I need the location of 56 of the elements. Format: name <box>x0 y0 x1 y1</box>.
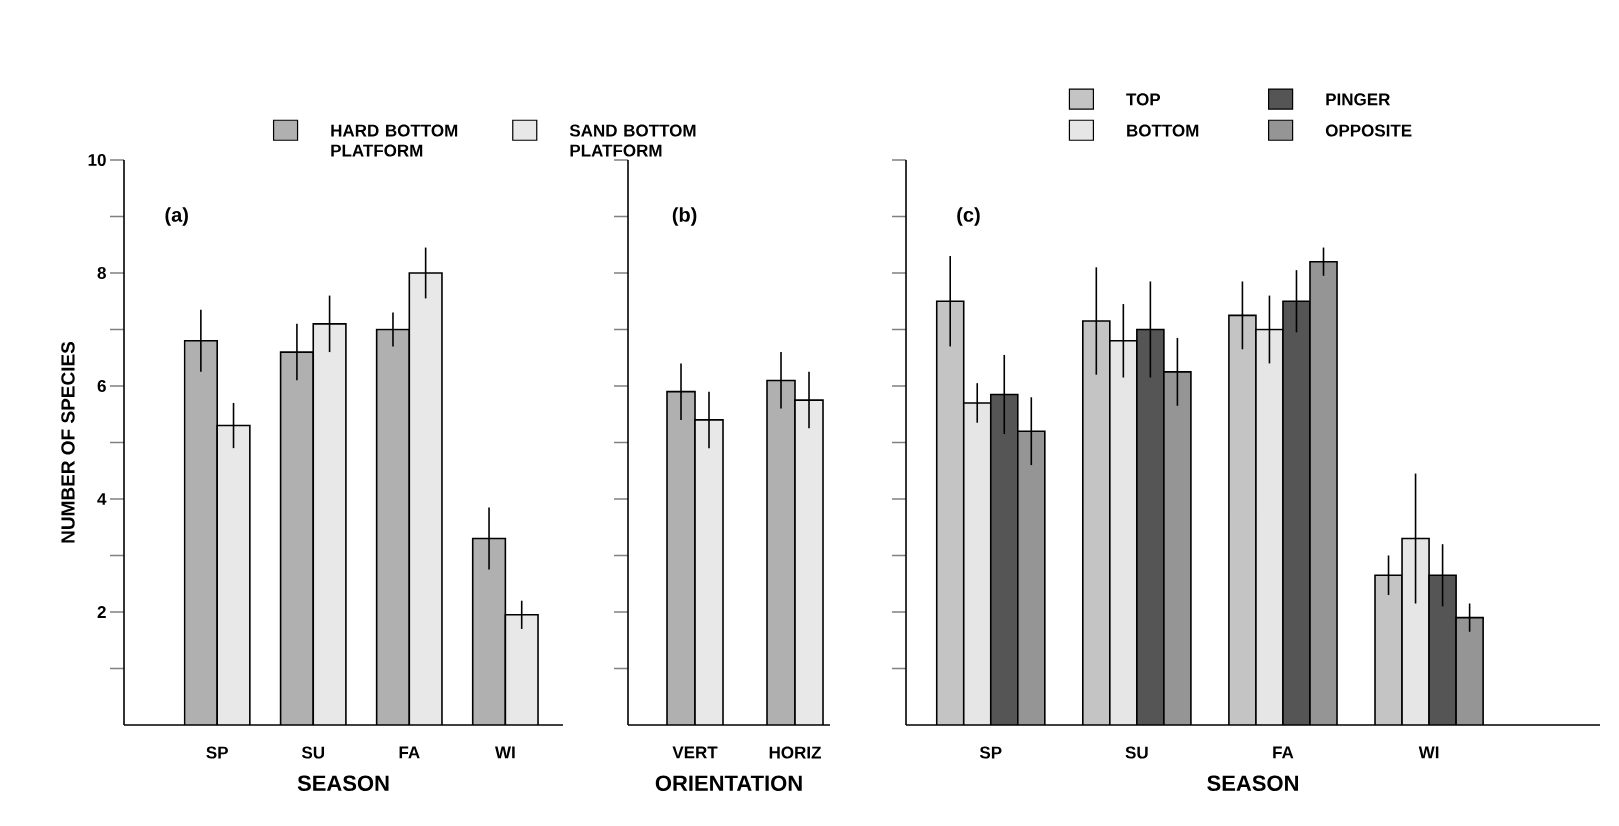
legend-label: BOTTOM <box>1127 124 1199 137</box>
bar <box>1309 261 1338 725</box>
x-tick-label: SU <box>301 746 325 759</box>
bar <box>1455 616 1484 725</box>
bar <box>1228 315 1256 725</box>
bar <box>963 402 991 725</box>
legend-label: OPPOSITE <box>1325 124 1412 137</box>
legend-label: HARD BOTTOM PLATFORM <box>331 124 458 157</box>
bar <box>1401 537 1430 725</box>
y-tick-label: 8 <box>97 266 106 280</box>
x-tick-label: WI <box>1418 746 1439 759</box>
x-tick-label: WI <box>495 746 515 759</box>
bar <box>936 301 964 725</box>
legend-label: SAND BOTTOM PLATFORM <box>569 124 696 157</box>
bar <box>1282 301 1310 725</box>
bar <box>217 425 250 725</box>
x-tick-label: SP <box>206 746 228 759</box>
bar <box>794 399 824 725</box>
bar <box>280 352 314 725</box>
bar <box>313 323 346 725</box>
bar <box>667 391 696 725</box>
x-tick-label: HORIZ <box>769 746 821 759</box>
y-axis-title: NUMBER OF SPECIES <box>61 341 75 543</box>
bar <box>409 272 442 725</box>
x-axis-title: ORIENTATION <box>655 775 802 791</box>
legend-label: PINGER <box>1326 93 1391 106</box>
x-tick-label: SP <box>979 746 1002 759</box>
y-tick-label: 4 <box>97 493 107 505</box>
bar <box>1255 329 1283 725</box>
bar <box>766 379 796 725</box>
x-axis-title: SEASON <box>1207 775 1298 791</box>
y-tick-label: 6 <box>97 379 106 393</box>
annotation: (b) <box>672 207 697 226</box>
x-tick-label: FA <box>1273 746 1294 759</box>
bar <box>376 329 410 725</box>
bar <box>1017 431 1045 725</box>
bar <box>1109 340 1137 725</box>
y-tick-label: 2 <box>97 606 106 618</box>
bar <box>990 394 1018 725</box>
y-tick-label: 10 <box>88 153 106 167</box>
bar <box>1428 574 1457 725</box>
bar <box>471 537 507 725</box>
bar <box>1136 329 1164 725</box>
annotation: (c) <box>957 207 980 226</box>
bar <box>184 340 218 725</box>
bar <box>1374 574 1403 725</box>
annotation: (a) <box>165 207 188 226</box>
x-tick-label: VERT <box>672 746 718 759</box>
x-axis-title: SEASON <box>297 775 389 791</box>
x-tick-label: FA <box>399 746 420 759</box>
bar <box>504 614 539 725</box>
legend-label: TOP <box>1126 93 1161 106</box>
bar <box>1163 371 1191 725</box>
bar <box>1082 321 1110 725</box>
x-tick-label: SU <box>1125 746 1148 759</box>
bar <box>695 419 724 725</box>
